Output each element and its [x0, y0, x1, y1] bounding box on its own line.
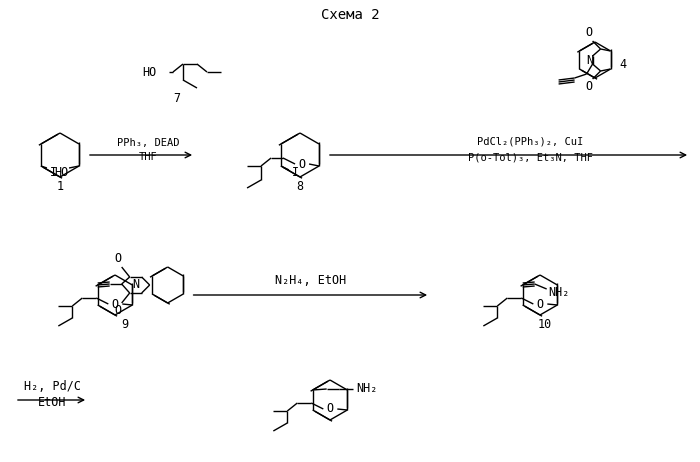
Text: 8: 8 [296, 181, 304, 194]
Text: NH₂: NH₂ [548, 286, 569, 299]
Text: O: O [114, 253, 121, 266]
Text: O: O [114, 304, 121, 317]
Text: N: N [132, 279, 139, 292]
Text: THF: THF [139, 152, 158, 162]
Text: O: O [327, 402, 334, 415]
Text: 7: 7 [174, 91, 181, 104]
Text: I: I [50, 165, 57, 178]
Text: O: O [585, 26, 592, 39]
Text: N: N [586, 54, 593, 67]
Text: PdCl₂(PPh₃)₂, CuI: PdCl₂(PPh₃)₂, CuI [477, 136, 583, 146]
Text: I: I [291, 165, 298, 178]
Text: HO: HO [142, 66, 156, 79]
Text: O: O [112, 298, 119, 310]
Text: PPh₃, DEAD: PPh₃, DEAD [117, 138, 179, 148]
Text: HO: HO [54, 165, 68, 178]
Text: EtOH: EtOH [38, 395, 66, 408]
Text: 10: 10 [538, 318, 552, 332]
Text: O: O [585, 80, 592, 93]
Text: 4: 4 [620, 59, 626, 72]
Text: NH₂: NH₂ [356, 383, 377, 395]
Text: N₂H₄, EtOH: N₂H₄, EtOH [274, 274, 346, 287]
Text: 9: 9 [121, 318, 129, 332]
Text: O: O [537, 298, 544, 310]
Text: P(o-Tol)₃, Et₃N, THF: P(o-Tol)₃, Et₃N, THF [468, 152, 592, 162]
Text: O: O [298, 158, 306, 170]
Text: Схема 2: Схема 2 [321, 8, 379, 22]
Text: H₂, Pd/C: H₂, Pd/C [24, 381, 80, 394]
Text: 1: 1 [57, 181, 64, 194]
